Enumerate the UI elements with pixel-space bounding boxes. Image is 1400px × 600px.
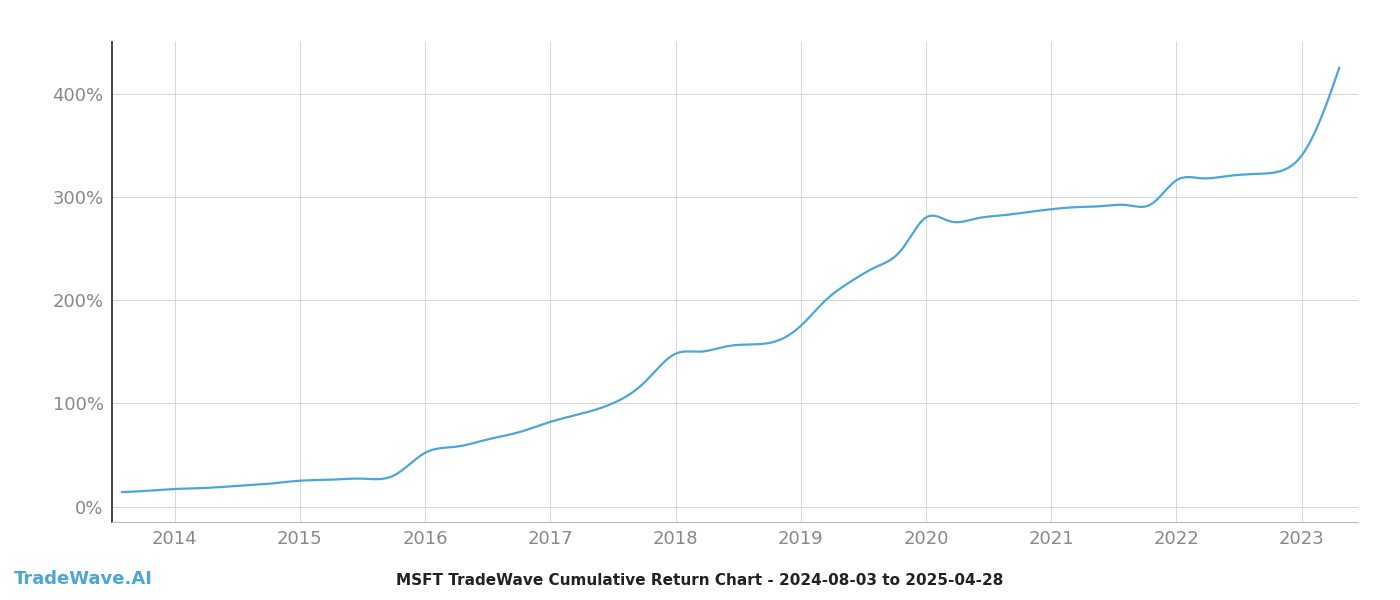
Text: TradeWave.AI: TradeWave.AI (14, 570, 153, 588)
Text: MSFT TradeWave Cumulative Return Chart - 2024-08-03 to 2025-04-28: MSFT TradeWave Cumulative Return Chart -… (396, 573, 1004, 588)
